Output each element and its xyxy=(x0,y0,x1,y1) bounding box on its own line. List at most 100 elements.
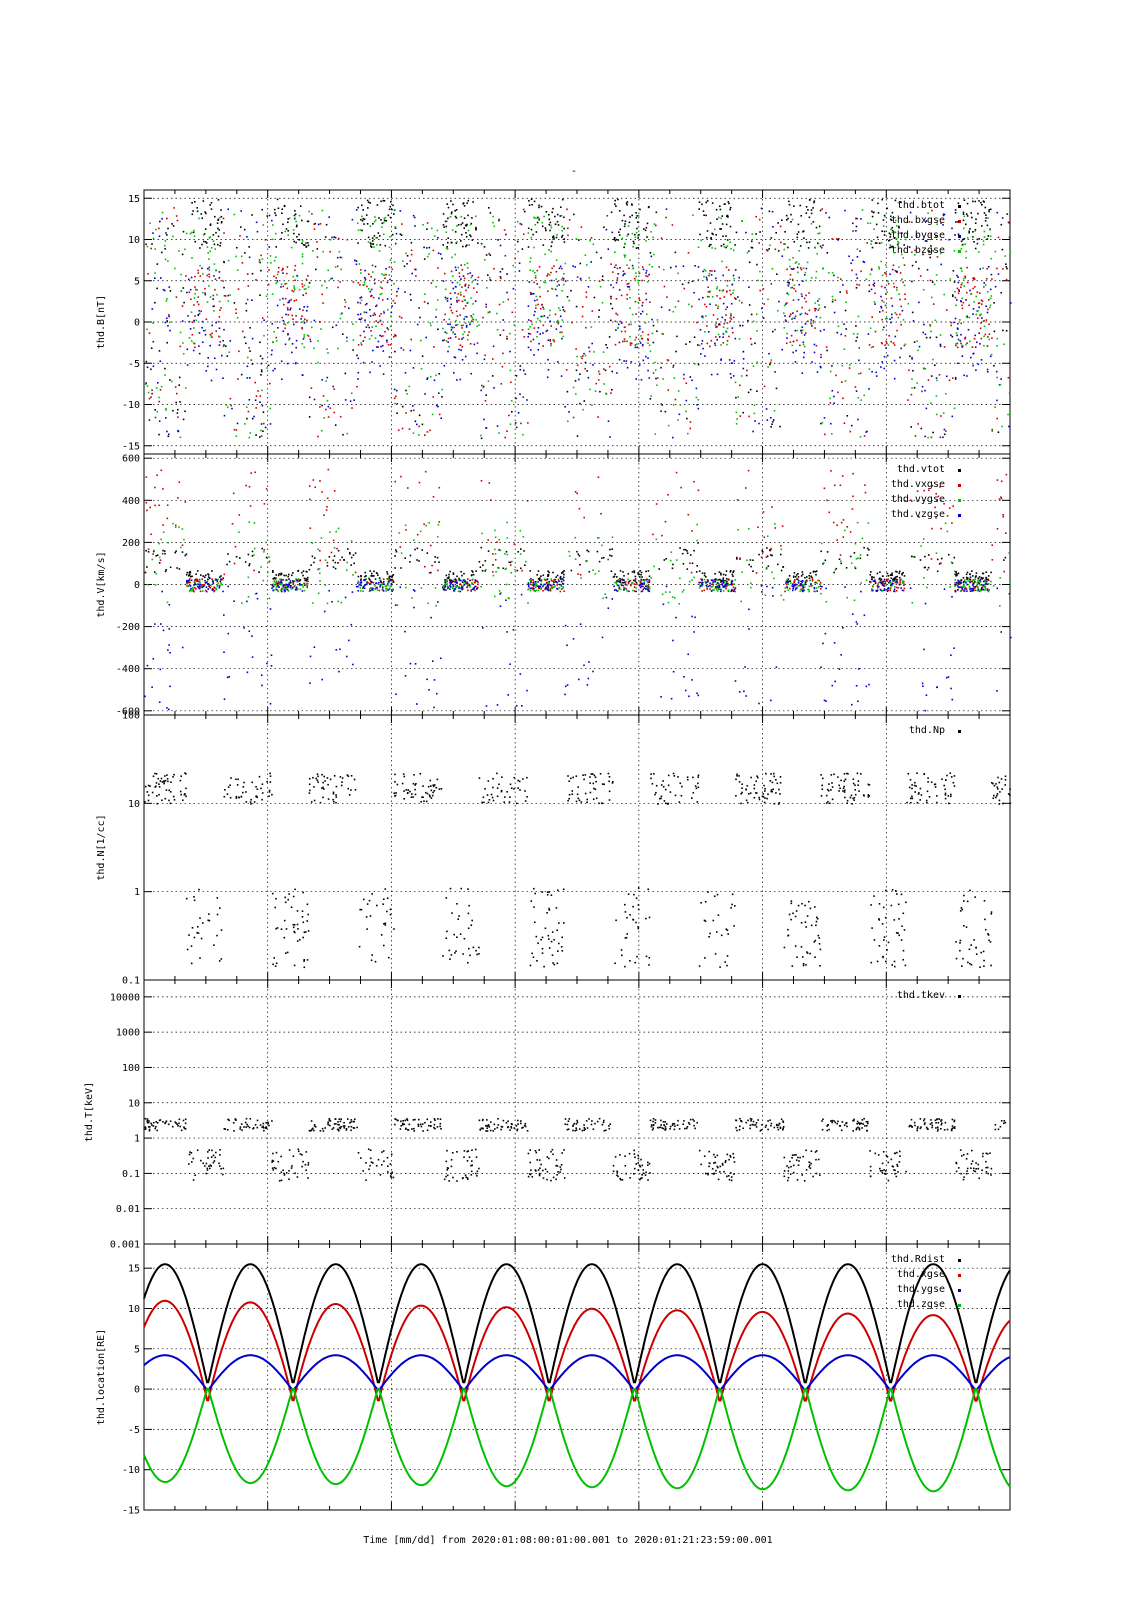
data-point xyxy=(884,318,887,320)
data-point xyxy=(366,302,368,305)
data-point xyxy=(911,264,914,267)
data-point xyxy=(967,583,970,586)
data-point xyxy=(385,587,387,590)
data-point xyxy=(494,553,497,555)
data-point xyxy=(326,565,329,567)
data-point xyxy=(806,580,808,583)
data-point xyxy=(634,346,637,349)
data-point xyxy=(395,295,398,297)
data-point xyxy=(321,404,323,407)
data-point xyxy=(976,291,979,293)
data-point xyxy=(381,226,383,228)
data-point xyxy=(371,240,374,242)
data-point xyxy=(648,263,651,266)
data-point xyxy=(762,511,765,513)
data-point xyxy=(606,215,609,217)
data-point xyxy=(213,243,216,246)
data-point xyxy=(401,427,404,430)
data-point xyxy=(447,217,449,220)
data-point xyxy=(532,338,535,341)
data-point xyxy=(871,246,874,249)
data-point xyxy=(729,316,732,319)
data-point xyxy=(487,311,490,314)
data-point xyxy=(962,219,965,222)
data-point xyxy=(950,561,953,564)
data-point xyxy=(445,580,447,583)
data-point xyxy=(797,576,800,578)
data-point xyxy=(229,294,231,296)
data-point xyxy=(787,582,789,584)
data-point xyxy=(903,234,905,237)
data-point xyxy=(612,286,615,289)
data-point xyxy=(742,350,745,353)
data-point xyxy=(379,320,382,323)
data-point xyxy=(410,299,412,301)
data-point xyxy=(281,208,284,210)
data-point xyxy=(716,588,718,591)
data-point xyxy=(258,261,261,263)
data-point xyxy=(970,212,972,214)
data-point xyxy=(996,399,998,402)
data-point xyxy=(1004,255,1006,257)
data-point xyxy=(322,395,325,397)
data-point xyxy=(811,361,813,363)
data-point xyxy=(670,551,673,553)
data-point xyxy=(185,232,188,235)
data-point xyxy=(460,240,462,242)
data-point xyxy=(261,404,264,407)
data-point xyxy=(549,588,552,590)
data-point xyxy=(159,220,161,223)
data-point xyxy=(853,552,856,554)
data-point xyxy=(981,225,983,227)
data-point xyxy=(328,216,330,218)
data-point xyxy=(894,586,896,588)
data-point xyxy=(251,337,254,340)
data-point xyxy=(833,395,835,398)
data-point xyxy=(248,399,251,401)
data-point xyxy=(552,238,554,241)
data-point xyxy=(546,587,548,590)
data-point xyxy=(555,259,558,261)
data-point xyxy=(364,269,366,272)
data-point xyxy=(856,256,859,258)
data-point xyxy=(410,410,413,412)
data-point xyxy=(830,470,832,472)
data-point xyxy=(150,368,152,371)
data-point xyxy=(464,283,467,286)
data-point xyxy=(268,597,271,600)
data-point xyxy=(880,306,883,309)
data-point xyxy=(319,559,321,562)
data-point xyxy=(918,267,920,270)
data-point xyxy=(646,275,649,278)
data-point xyxy=(309,527,312,529)
data-point xyxy=(449,216,452,218)
data-point xyxy=(461,338,463,340)
data-point xyxy=(927,566,930,569)
data-point xyxy=(456,315,459,317)
data-point xyxy=(919,275,922,277)
data-point xyxy=(626,584,628,587)
data-point xyxy=(544,227,547,229)
data-point xyxy=(780,553,782,556)
data-point xyxy=(215,269,217,272)
data-point xyxy=(862,260,865,263)
data-point xyxy=(218,271,221,273)
data-point xyxy=(672,404,675,406)
data-point xyxy=(940,527,942,530)
data-point xyxy=(467,267,469,269)
data-point xyxy=(303,577,306,580)
data-point xyxy=(503,229,506,231)
data-point xyxy=(884,264,887,266)
data-point xyxy=(880,260,882,263)
data-point xyxy=(805,294,807,297)
data-point xyxy=(562,278,565,280)
data-point xyxy=(880,366,882,368)
data-point xyxy=(352,323,354,325)
data-point xyxy=(703,303,706,306)
data-point xyxy=(748,527,750,530)
data-point xyxy=(299,308,301,310)
data-point xyxy=(897,316,900,319)
data-point xyxy=(465,582,468,584)
data-point xyxy=(202,273,204,275)
data-point xyxy=(562,283,565,286)
